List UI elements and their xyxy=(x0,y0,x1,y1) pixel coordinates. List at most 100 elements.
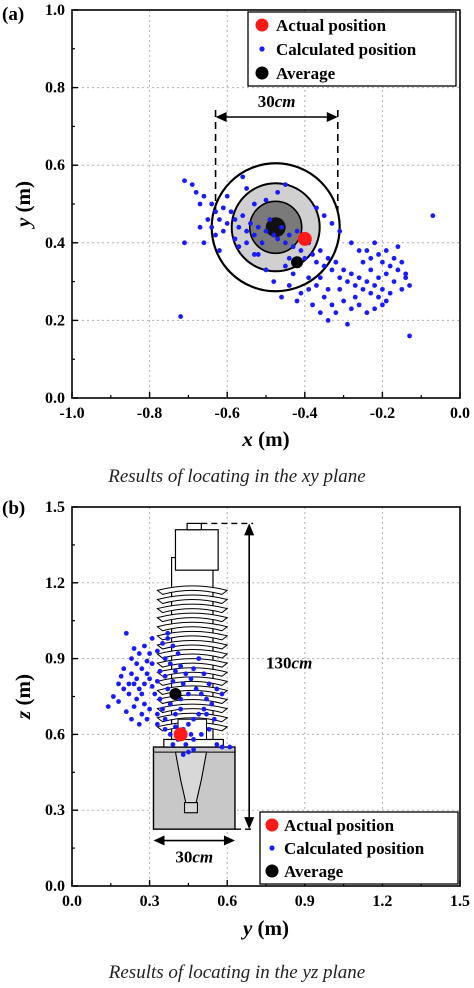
b-calculated-point xyxy=(134,676,140,682)
a-calculated-point xyxy=(325,318,331,323)
a-calculated-point xyxy=(298,248,304,253)
chart-a: (a) 30cm -1.0 -0.8 -0.6 -0.4 -0.2 0.0 0.0 0.2 0.… xyxy=(2,2,470,451)
points-b xyxy=(105,630,233,758)
b-calculated-point xyxy=(129,671,134,677)
b-calculated-point xyxy=(167,701,173,707)
a-calculated-point xyxy=(333,259,339,265)
b-calculated-point xyxy=(121,686,127,692)
dim-arrowhead-up xyxy=(244,523,255,536)
b-calculated-point xyxy=(149,635,155,641)
b-calculated-point xyxy=(147,676,153,682)
bushing-inner-tip xyxy=(183,802,199,814)
legend-b: Actual position Calculated position Aver… xyxy=(259,811,459,885)
b-y-tick-label: 1.2 xyxy=(45,575,65,592)
b-calculated-point xyxy=(136,686,142,692)
a-calculated-point xyxy=(430,213,436,219)
b-calculated-point xyxy=(165,630,171,636)
a-calculated-point xyxy=(356,302,362,308)
a-calculated-point xyxy=(310,302,315,308)
a-calculated-point xyxy=(220,205,226,211)
a-calculated-point xyxy=(263,197,269,203)
b-calculated-point xyxy=(116,681,121,687)
a-calculated-point xyxy=(364,310,370,316)
a-calculated-point xyxy=(275,236,281,242)
a-calculated-point xyxy=(380,286,385,292)
a-calculated-point xyxy=(259,240,265,246)
legend-box-a xyxy=(247,11,457,87)
a-calculated-point xyxy=(209,224,215,230)
b-calculated-point xyxy=(170,643,176,649)
b-calculated-point xyxy=(227,744,233,750)
b-calculated-point xyxy=(121,666,127,672)
a-calculated-point xyxy=(395,267,401,273)
a-calculated-point xyxy=(387,263,393,269)
dim-arrowhead-down xyxy=(244,817,255,830)
b-calculated-point xyxy=(191,747,196,752)
a-calculated-point xyxy=(352,283,358,288)
a-calculated-point xyxy=(321,213,327,219)
points-a xyxy=(178,174,436,339)
b-calculated-point xyxy=(142,643,147,649)
b-calculated-point xyxy=(173,724,178,730)
b-calculated-point xyxy=(149,661,155,667)
b-calculated-point xyxy=(204,711,209,717)
a-calculated-point xyxy=(403,275,409,281)
a-calculated-point xyxy=(286,283,292,288)
a-y-tick-label: 0.6 xyxy=(45,157,65,174)
b-x-tick-label: 1.2 xyxy=(372,893,392,910)
a-calculated-point xyxy=(178,314,184,319)
a-x-tick-label: -0.2 xyxy=(370,405,395,422)
a-calculated-point xyxy=(224,193,230,199)
a-calculated-point xyxy=(387,290,393,296)
b-calculated-point xyxy=(131,704,137,710)
b-calculated-point xyxy=(206,681,212,687)
b-calculated-point xyxy=(118,673,124,679)
a-calculated-point xyxy=(197,201,203,207)
a-calculated-point xyxy=(364,279,370,284)
a-calculated-point xyxy=(364,248,370,253)
a-calculated-point xyxy=(368,255,374,261)
a-calculated-point xyxy=(380,259,385,265)
a-calculated-point xyxy=(224,221,230,226)
b-calculated-point xyxy=(180,752,186,758)
b-x-tick-label: 1.5 xyxy=(450,893,470,910)
a-calculated-point xyxy=(356,275,362,281)
a-calculated-point xyxy=(372,283,378,288)
a-calculated-point xyxy=(399,286,405,292)
b-calculated-point xyxy=(211,716,217,722)
a-calculated-point xyxy=(360,286,366,292)
b-calculated-point xyxy=(186,749,191,755)
a-y-tick-label: 0.4 xyxy=(45,235,65,252)
a-calculated-point xyxy=(228,209,234,215)
legend-label-actual-b: Actual position xyxy=(284,816,395,835)
bushing-shed xyxy=(156,621,229,632)
bushing-terminal xyxy=(186,522,202,531)
b-calculated-point xyxy=(129,716,134,722)
a-calculated-point xyxy=(286,232,292,238)
b-calculated-point xyxy=(126,691,132,697)
b-calculated-point xyxy=(154,648,160,654)
b-calculated-point xyxy=(105,704,111,710)
b-calculated-point xyxy=(188,732,194,737)
a-calculated-point xyxy=(356,248,362,253)
b-calculated-point xyxy=(154,711,160,717)
a-calculated-point xyxy=(360,259,366,265)
a-calculated-point xyxy=(383,298,389,304)
a-y-tick-label: 0.8 xyxy=(45,80,65,97)
b-calculated-point xyxy=(196,656,202,661)
b-calculated-point xyxy=(198,691,204,697)
b-calculated-point xyxy=(147,706,153,712)
b-calculated-point xyxy=(134,696,140,702)
a-x-tick-label: -1.0 xyxy=(59,405,84,422)
b-calculated-point xyxy=(165,686,171,692)
b-calculated-point xyxy=(188,676,194,682)
a-calculated-point xyxy=(201,193,207,199)
a-calculated-point xyxy=(317,275,323,281)
a-calculated-point xyxy=(403,271,409,277)
a-calculated-point xyxy=(321,263,327,269)
a-calculated-point xyxy=(314,205,319,211)
a-calculated-point xyxy=(368,267,374,273)
bushing-shed xyxy=(156,676,229,686)
a-calculated-point xyxy=(244,186,250,191)
a-y-tick-label: 1.0 xyxy=(45,2,65,19)
